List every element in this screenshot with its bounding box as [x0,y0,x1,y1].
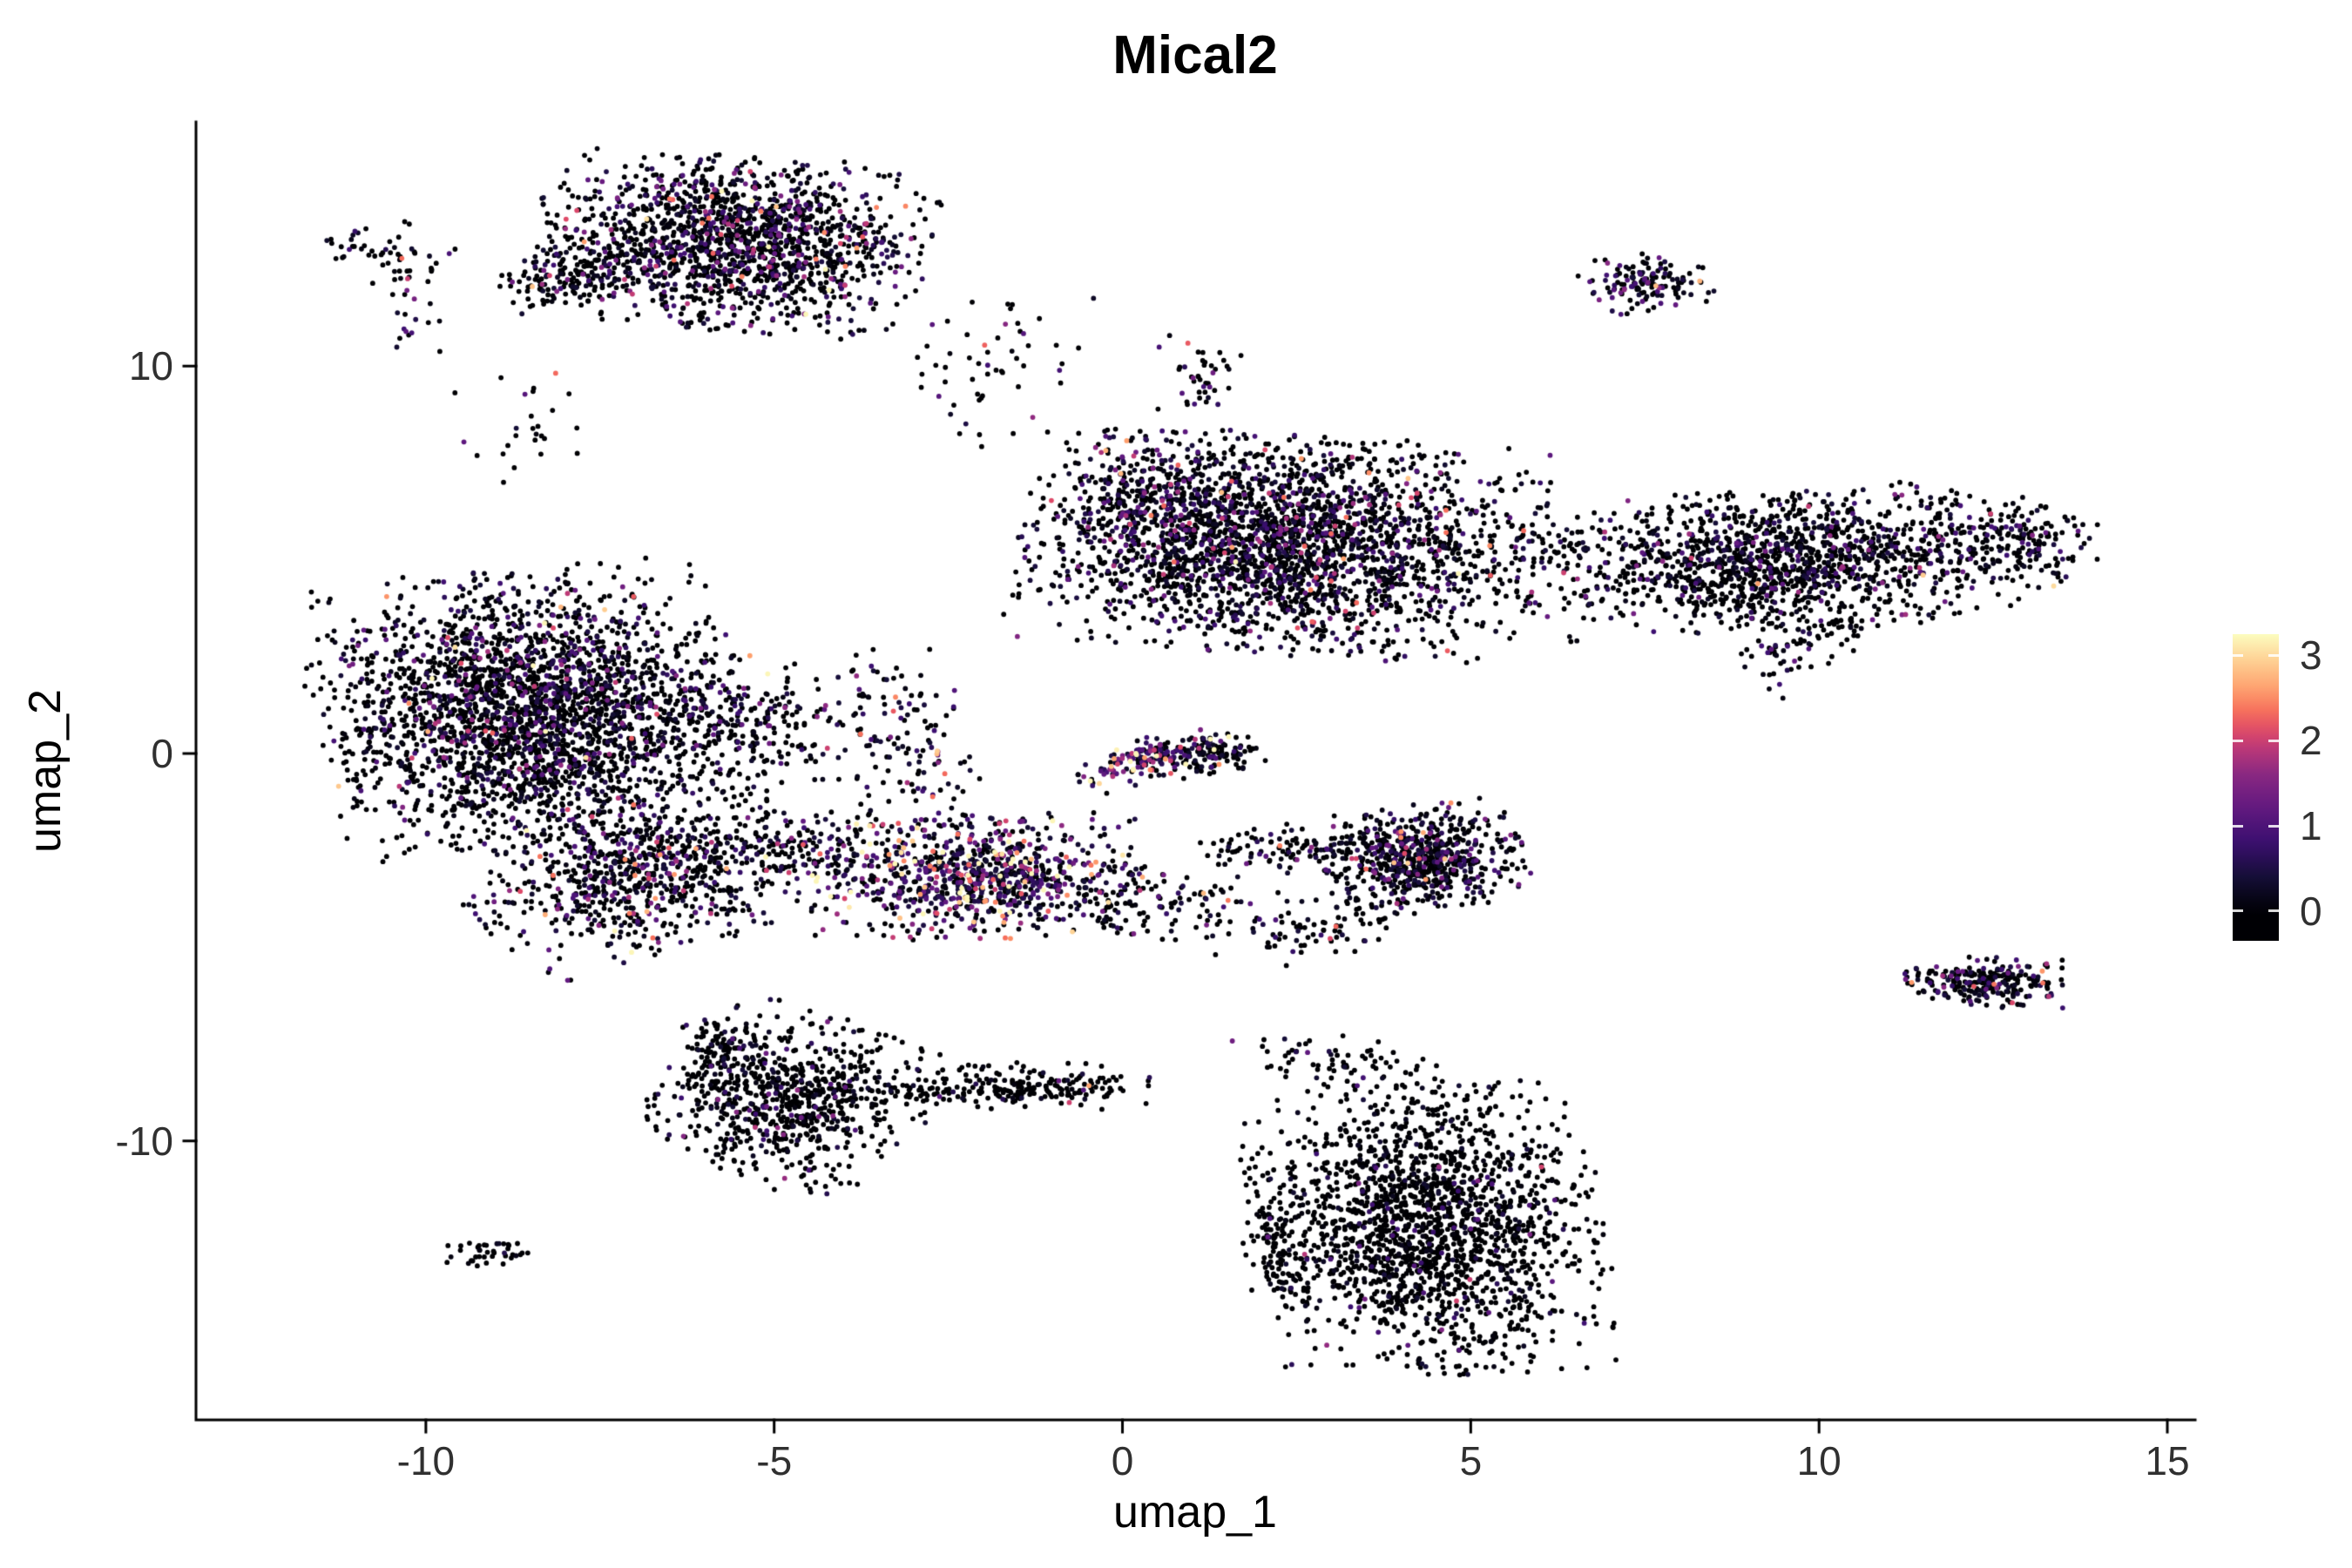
x-axis-label: umap_1 [1113,1487,1277,1538]
y-tick-label: 0 [151,730,173,776]
colorbar-tick-label: 3 [2300,632,2322,679]
colorbar-tick [2268,653,2279,657]
x-tick-label: -10 [396,1438,456,1484]
colorbar-tick-label: 1 [2300,803,2322,848]
x-tick-label: 15 [2145,1438,2190,1484]
colorbar-tick [2233,739,2243,742]
colorbar-tick-label: 2 [2300,718,2322,764]
x-tick-label: 5 [1459,1438,1483,1484]
x-tick-label: 10 [1796,1438,1842,1484]
x-tick-label: -5 [756,1438,793,1484]
colorbar-tick [2233,824,2243,828]
y-tick-label: -10 [115,1118,173,1164]
y-tick-label: 10 [128,343,173,389]
y-axis-label: umap_2 [20,689,71,853]
plot-title: Mical2 [1112,25,1278,85]
x-tick-label: 0 [1111,1438,1134,1484]
colorbar-tick [2233,653,2243,657]
colorbar-tick [2268,739,2279,742]
expression-colorbar [2233,634,2279,941]
colorbar-tick [2233,909,2243,913]
colorbar-tick [2268,909,2279,913]
colorbar-tick [2268,824,2279,828]
colorbar-tick-label: 0 [2300,888,2322,934]
